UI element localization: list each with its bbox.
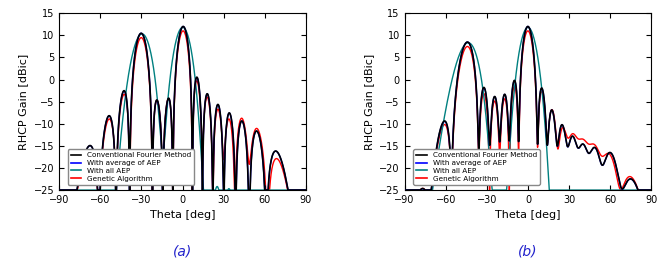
X-axis label: Theta [deg]: Theta [deg] xyxy=(495,210,561,220)
Y-axis label: RHCP Gain [dBic]: RHCP Gain [dBic] xyxy=(18,54,28,150)
X-axis label: Theta [deg]: Theta [deg] xyxy=(150,210,215,220)
Y-axis label: RHCP Gain [dBic]: RHCP Gain [dBic] xyxy=(364,54,374,150)
Text: (a): (a) xyxy=(173,245,192,259)
Legend: Conventional Fourier Method, With average of AEP, With all AEP, Genetic Algorith: Conventional Fourier Method, With averag… xyxy=(68,149,194,185)
Text: (b): (b) xyxy=(519,245,538,259)
Legend: Conventional Fourier Method, With average of AEP, With all AEP, Genetic Algorith: Conventional Fourier Method, With averag… xyxy=(413,149,540,185)
